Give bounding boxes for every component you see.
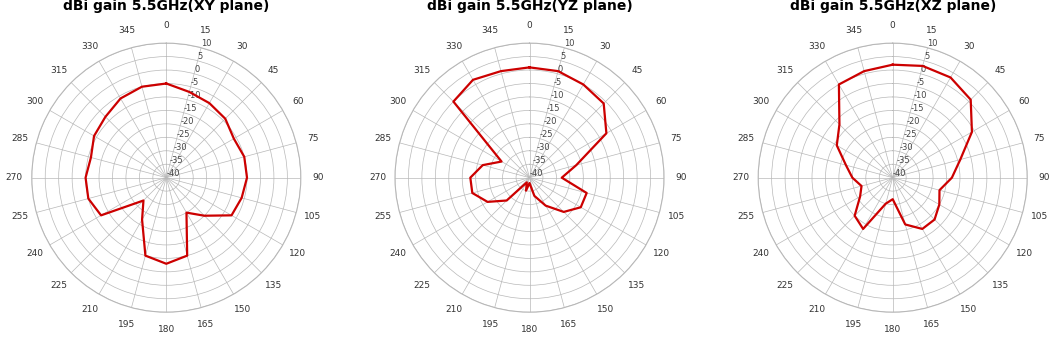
Title: dBi gain 5.5GHz(YZ plane): dBi gain 5.5GHz(YZ plane) (427, 0, 632, 13)
Title: dBi gain 5.5GHz(XY plane): dBi gain 5.5GHz(XY plane) (64, 0, 269, 13)
Title: dBi gain 5.5GHz(XZ plane): dBi gain 5.5GHz(XZ plane) (790, 0, 995, 13)
